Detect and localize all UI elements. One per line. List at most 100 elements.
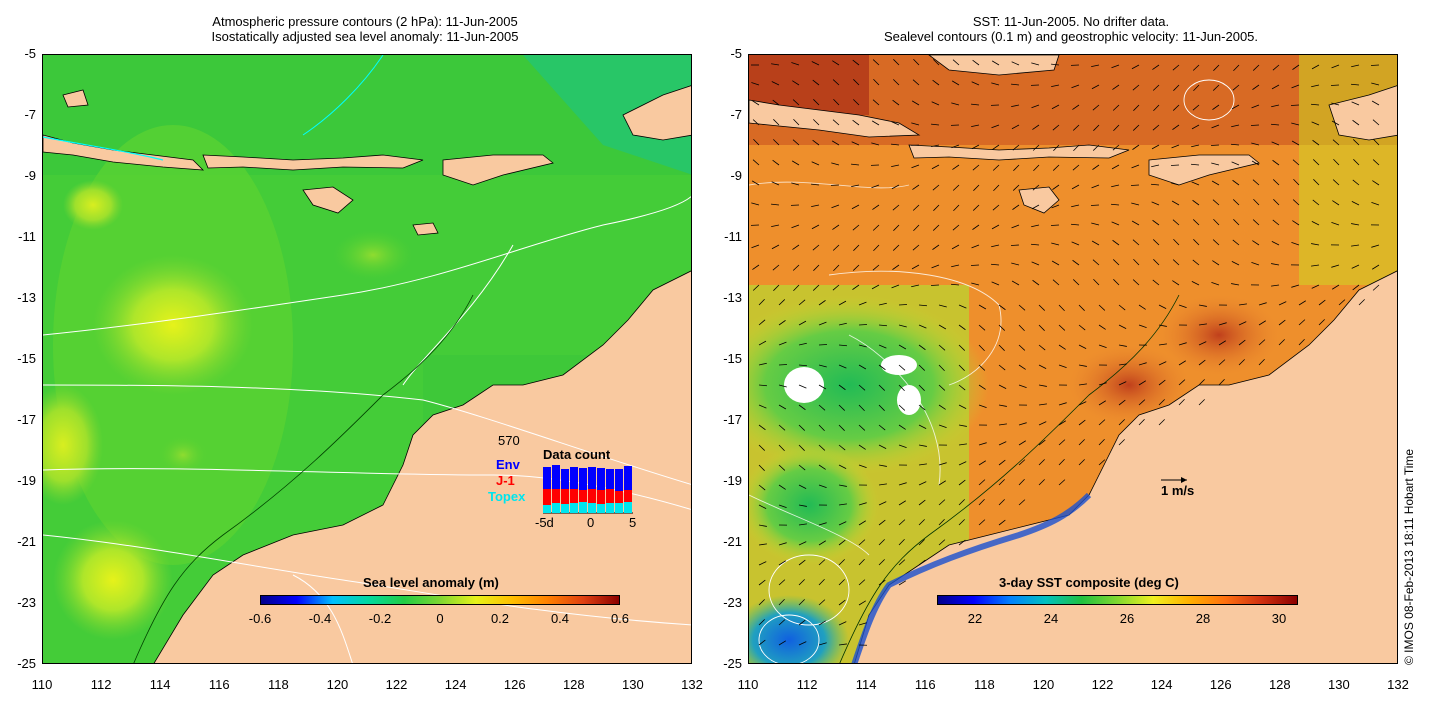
velocity-arrow [938, 462, 947, 466]
velocity-arrow [1091, 84, 1100, 90]
velocity-arrow [911, 122, 920, 126]
velocity-arrow [1051, 63, 1060, 66]
velocity-arrow [911, 264, 920, 270]
right-lat-axis-tick: -7 [730, 107, 742, 122]
velocity-arrow [1038, 459, 1045, 466]
velocity-arrow [1233, 199, 1240, 206]
velocity-arrow [893, 59, 900, 66]
right-lon-axis-tick: 112 [796, 677, 818, 692]
velocity-arrow [1152, 64, 1160, 70]
velocity-arrow [991, 224, 1000, 230]
velocity-arrow [792, 139, 800, 146]
velocity-arrow [1111, 184, 1120, 188]
velocity-arrow [1233, 219, 1240, 226]
velocity-arrow [858, 622, 867, 626]
velocity-arrow [1212, 239, 1220, 246]
velocity-arrow [958, 344, 965, 351]
right-lat-axis-tick: -21 [723, 534, 742, 549]
velocity-arrow [938, 404, 946, 410]
velocity-arrow [878, 519, 886, 526]
velocity-arrow [932, 184, 940, 191]
velocity-arrow [898, 364, 906, 371]
velocity-arrow [978, 404, 987, 408]
velocity-arrow [1158, 379, 1166, 386]
velocity-arrow [931, 264, 940, 269]
velocity-arrow [872, 99, 880, 106]
left-lat-axis-tick: -11 [18, 229, 36, 244]
velocity-arrow [778, 444, 785, 452]
velocity-arrow [918, 559, 926, 566]
data-count-inset [543, 465, 633, 514]
velocity-arrow [1232, 179, 1240, 186]
velocity-arrow [998, 324, 1005, 331]
velocity-arrow [1111, 221, 1120, 226]
velocity-arrow [1171, 182, 1180, 186]
velocity-arrow [812, 79, 820, 86]
velocity-arrow [771, 203, 780, 206]
velocity-arrow [1298, 300, 1306, 306]
velocity-arrow [912, 244, 920, 251]
data-count-bar [570, 489, 578, 503]
velocity-arrow [993, 184, 1000, 192]
velocity-arrow [878, 384, 885, 391]
sla-map[interactable]: 570 Data count Env J-1 Topex -5d 0 5 Sea… [42, 54, 692, 664]
velocity-arrow [1191, 144, 1200, 148]
velocity-arrow [953, 204, 960, 212]
velocity-arrow [1172, 64, 1180, 71]
velocity-arrow [1252, 240, 1260, 246]
velocity-arrow [978, 344, 985, 352]
velocity-arrow [973, 184, 980, 191]
right-lat-axis-tick: -5 [730, 46, 742, 61]
velocity-arrow [771, 63, 780, 66]
velocity-arrow [971, 124, 980, 128]
velocity-arrow [1011, 262, 1020, 266]
right-lat-axis-tick: -17 [723, 412, 742, 427]
velocity-arrow [838, 444, 846, 451]
left-title-line2: Isostatically adjusted sea level anomaly… [211, 29, 519, 44]
data-count-bar [543, 489, 551, 505]
left-lon-axis-tick: 118 [267, 677, 289, 692]
velocity-arrow [952, 164, 960, 170]
velocity-arrow [873, 244, 880, 252]
sst-colorbar-ticks-tick: 22 [967, 611, 983, 626]
velocity-arrow [872, 224, 880, 231]
velocity-arrow [1271, 263, 1280, 266]
velocity-arrow [918, 539, 925, 546]
velocity-arrow [1098, 459, 1106, 466]
velocity-arrow [1078, 419, 1086, 426]
velocity-arrow [1051, 84, 1060, 88]
velocity-arrow [1311, 243, 1320, 246]
velocity-arrow [758, 579, 766, 586]
velocity-arrow [1151, 201, 1160, 206]
velocity-arrow [1058, 324, 1066, 331]
velocity-arrow [1252, 179, 1260, 186]
velocity-arrow [1098, 438, 1105, 446]
velocity-arrow [958, 499, 965, 506]
velocity-arrow [1030, 243, 1040, 246]
data-count-bar [624, 466, 632, 490]
velocity-arrow [752, 100, 760, 106]
velocity-arrow [1132, 279, 1140, 286]
velocity-arrow [970, 264, 980, 266]
sst-map[interactable]: 1 m/s 3-day SST composite (deg C) 22 24 26… [748, 54, 1398, 664]
velocity-arrow [818, 522, 827, 526]
velocity-arrow [918, 384, 925, 391]
velocity-arrow [898, 424, 906, 430]
velocity-arrow [938, 384, 946, 391]
data-count-bar [597, 468, 605, 490]
velocity-arrow [958, 384, 966, 391]
velocity-arrow [1273, 199, 1280, 206]
velocity-arrow [1098, 382, 1107, 386]
sla-map-graphic [43, 55, 691, 663]
legend-env: Env [496, 457, 520, 472]
velocity-arrow [1092, 164, 1100, 170]
velocity-arrow [878, 302, 887, 306]
velocity-arrow [1078, 344, 1087, 349]
velocity-arrow [838, 579, 845, 586]
velocity-arrow [851, 184, 860, 188]
left-lon-axis-tick: 124 [444, 677, 467, 692]
velocity-arrow [1031, 261, 1040, 266]
velocity-arrow [818, 364, 827, 368]
velocity-arrow [998, 423, 1007, 426]
velocity-arrow [898, 500, 906, 506]
